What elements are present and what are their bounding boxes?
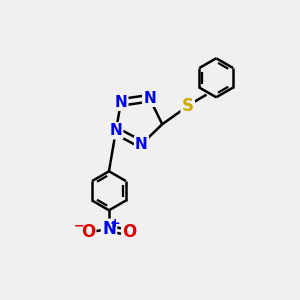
- Text: S: S: [182, 97, 194, 115]
- Text: N: N: [135, 137, 148, 152]
- Text: N: N: [102, 220, 116, 238]
- Text: +: +: [110, 217, 120, 230]
- Text: N: N: [110, 123, 122, 138]
- Text: O: O: [122, 223, 136, 241]
- Text: O: O: [81, 223, 95, 241]
- Text: N: N: [143, 91, 156, 106]
- Text: −: −: [74, 220, 84, 233]
- Text: N: N: [115, 95, 127, 110]
